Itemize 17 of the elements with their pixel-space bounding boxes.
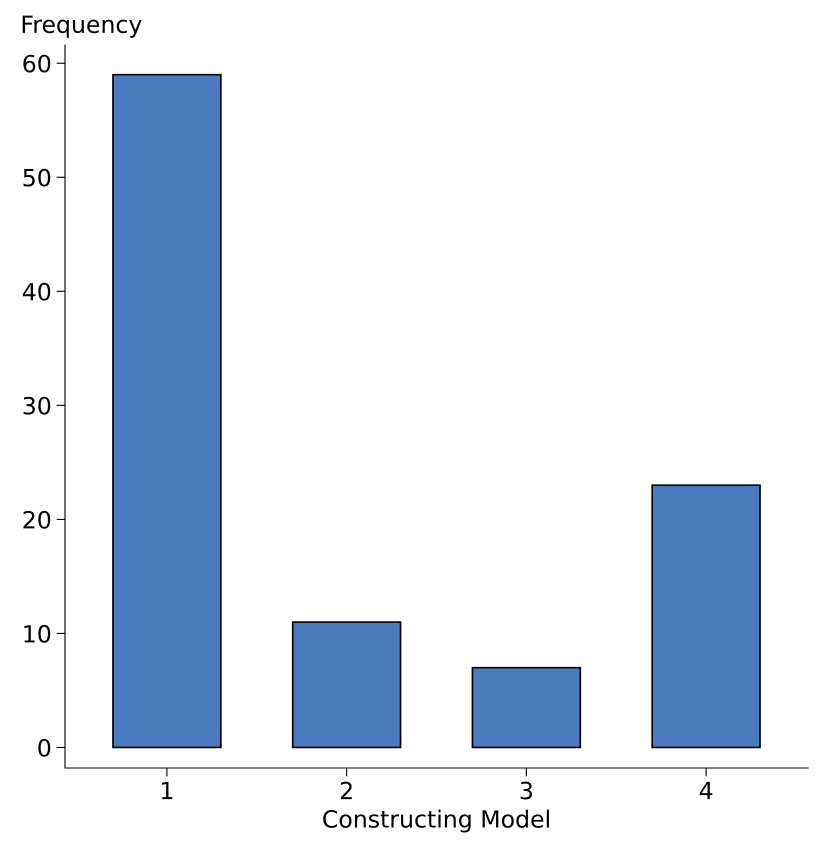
x-tick-label: 4 <box>700 782 712 800</box>
bar <box>112 74 222 748</box>
y-tick-label: 10 <box>24 624 50 643</box>
y-tick-label: 20 <box>23 510 50 529</box>
x-tick-label: 2 <box>340 782 352 800</box>
x-tick-label: 1 <box>162 782 172 800</box>
bar <box>292 621 402 748</box>
y-tick-label: 50 <box>24 168 50 187</box>
y-tick-label: 60 <box>23 54 50 73</box>
bar <box>472 666 582 748</box>
y-axis-title: Frequency <box>22 16 142 38</box>
x-axis-title: Constructing Model <box>323 810 549 832</box>
y-tick-label: 40 <box>22 282 50 301</box>
y-tick-label: 30 <box>24 396 50 415</box>
bar <box>651 484 761 748</box>
y-tick-label: 0 <box>38 738 50 757</box>
x-tick-label: 3 <box>520 782 532 800</box>
